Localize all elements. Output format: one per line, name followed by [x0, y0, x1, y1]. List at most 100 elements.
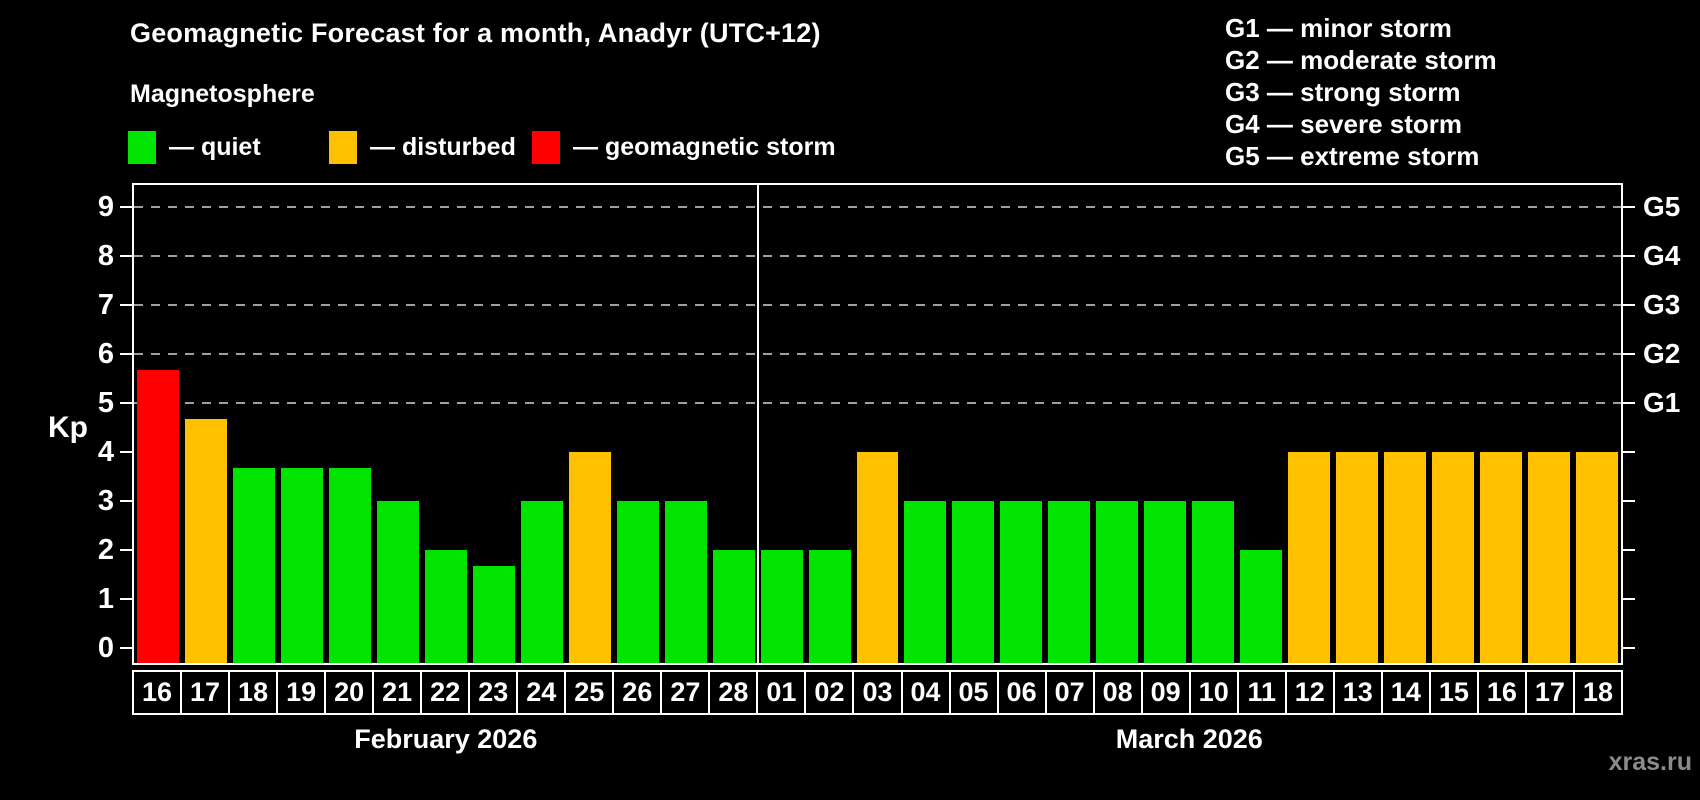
day-label-mar-02: 02: [804, 670, 855, 715]
y-axis-tick-left-3: [120, 500, 132, 503]
y-axis-tick-right-2: [1623, 549, 1635, 552]
day-label-feb-25: 25: [564, 670, 615, 715]
y-axis-tick-left-2: [120, 549, 132, 552]
gridline-kp6: [134, 352, 1621, 355]
right-axis-label-g4: G4: [1643, 239, 1681, 271]
day-label-mar-01: 01: [756, 670, 807, 715]
y-axis-tick-right-3: [1623, 500, 1635, 503]
y-axis-tick-right-6: [1623, 352, 1635, 355]
legend-item-disturbed: — disturbed: [329, 131, 516, 164]
x-axis-day-labels: 16 17 18 19 20 21 22 23 24 25 26 27 28 01 02 03 04 05 06 07…: [132, 670, 1623, 715]
gridline-kp8: [134, 254, 1621, 257]
day-label-mar-04: 04: [900, 670, 951, 715]
y-axis-tick-right-1: [1623, 598, 1635, 601]
day-label-mar-17: 17: [1524, 670, 1575, 715]
day-label-feb-27: 27: [660, 670, 711, 715]
chart-title: Geomagnetic Forecast for a month, Anadyr…: [130, 18, 821, 48]
right-axis-label-g1: G1: [1643, 386, 1681, 418]
day-label-feb-19: 19: [276, 670, 327, 715]
g-scale-line-g1: G1 — minor storm: [1225, 13, 1452, 43]
y-tick-label-9: 9: [97, 190, 114, 223]
kp-bar-mar-09: [1144, 501, 1187, 663]
y-axis-tick-right-7: [1623, 303, 1635, 306]
y-tick-label-5: 5: [97, 386, 114, 419]
month-label-march: March 2026: [1115, 724, 1263, 754]
y-tick-label-4: 4: [97, 435, 114, 468]
g-scale-line-g2: G2 — moderate storm: [1225, 45, 1497, 75]
kp-bar-mar-08: [1096, 501, 1139, 663]
day-label-mar-14: 14: [1380, 670, 1431, 715]
day-label-mar-12: 12: [1284, 670, 1335, 715]
day-label-feb-24: 24: [516, 670, 567, 715]
kp-bar-mar-12: [1288, 451, 1331, 663]
day-label-mar-16: 16: [1476, 670, 1527, 715]
kp-bar-mar-01: [760, 550, 803, 663]
kp-bar-feb-27: [664, 501, 707, 663]
kp-bar-feb-23: [472, 566, 515, 663]
day-label-feb-28: 28: [708, 670, 759, 715]
day-label-mar-18: 18: [1572, 670, 1623, 715]
y-axis-label: Kp: [48, 411, 88, 444]
g-scale-line-g5: G5 — extreme storm: [1225, 141, 1480, 171]
y-tick-label-1: 1: [97, 583, 114, 616]
kp-bar-feb-22: [424, 550, 467, 663]
day-label-mar-03: 03: [852, 670, 903, 715]
month-divider-line: [756, 185, 759, 663]
kp-bar-mar-18: [1576, 451, 1618, 663]
day-label-feb-23: 23: [468, 670, 519, 715]
gridline-kp5: [134, 401, 1621, 404]
right-axis-label-g5: G5: [1643, 190, 1681, 222]
kp-bar-feb-17: [184, 419, 227, 663]
y-axis-tick-left-9: [120, 205, 132, 208]
y-axis-tick-left-6: [120, 352, 132, 355]
legend-item-storm: — geomagnetic storm: [532, 131, 836, 164]
storm-color-swatch: [532, 131, 560, 164]
right-axis-label-g3: G3: [1643, 288, 1681, 320]
day-label-feb-18: 18: [228, 670, 279, 715]
y-tick-label-2: 2: [97, 534, 114, 567]
y-tick-label-8: 8: [97, 239, 114, 272]
g-scale-line-g3: G3 — strong storm: [1225, 77, 1461, 107]
storm-scale-legend: G1 — minor storm G2 — moderate storm G3 — …: [1225, 12, 1497, 172]
day-label-mar-05: 05: [948, 670, 999, 715]
g-scale-line-g4: G4 — severe storm: [1225, 109, 1463, 139]
kp-bar-feb-26: [616, 501, 659, 663]
kp-bar-mar-13: [1336, 451, 1379, 663]
day-label-feb-22: 22: [420, 670, 471, 715]
y-axis-tick-left-0: [120, 647, 132, 650]
kp-bar-mar-02: [808, 550, 851, 663]
kp-bar-mar-14: [1384, 451, 1427, 663]
day-label-mar-10: 10: [1188, 670, 1239, 715]
day-label-mar-06: 06: [996, 670, 1047, 715]
day-label-mar-15: 15: [1428, 670, 1479, 715]
kp-bar-mar-03: [856, 451, 899, 663]
legend-label-quiet: — quiet: [169, 133, 261, 161]
y-axis-tick-left-5: [120, 401, 132, 404]
kp-bar-mar-10: [1192, 501, 1235, 663]
kp-bar-mar-17: [1528, 451, 1571, 663]
kp-bar-feb-28: [712, 550, 755, 663]
kp-bar-mar-06: [1000, 501, 1043, 663]
kp-bar-mar-11: [1240, 550, 1283, 663]
kp-bar-mar-04: [904, 501, 947, 663]
gridline-kp7: [134, 303, 1621, 306]
kp-bar-mar-16: [1480, 451, 1523, 663]
day-label-mar-07: 07: [1044, 670, 1095, 715]
watermark: xras.ru: [1608, 748, 1692, 776]
kp-bar-feb-16: [137, 370, 179, 663]
y-axis-tick-right-5: [1623, 401, 1635, 404]
y-tick-label-7: 7: [97, 288, 114, 321]
y-axis-tick-left-7: [120, 303, 132, 306]
day-label-mar-11: 11: [1236, 670, 1287, 715]
quiet-color-swatch: [128, 131, 156, 164]
kp-bar-feb-20: [328, 468, 371, 663]
day-label-mar-08: 08: [1092, 670, 1143, 715]
kp-bar-mar-07: [1048, 501, 1091, 663]
day-label-feb-16: 16: [132, 670, 183, 715]
kp-bar-feb-24: [520, 501, 563, 663]
day-label-mar-09: 09: [1140, 670, 1191, 715]
day-label-feb-26: 26: [612, 670, 663, 715]
y-axis-tick-right-4: [1623, 450, 1635, 453]
y-axis-tick-left-8: [120, 254, 132, 257]
y-axis-tick-right-9: [1623, 205, 1635, 208]
